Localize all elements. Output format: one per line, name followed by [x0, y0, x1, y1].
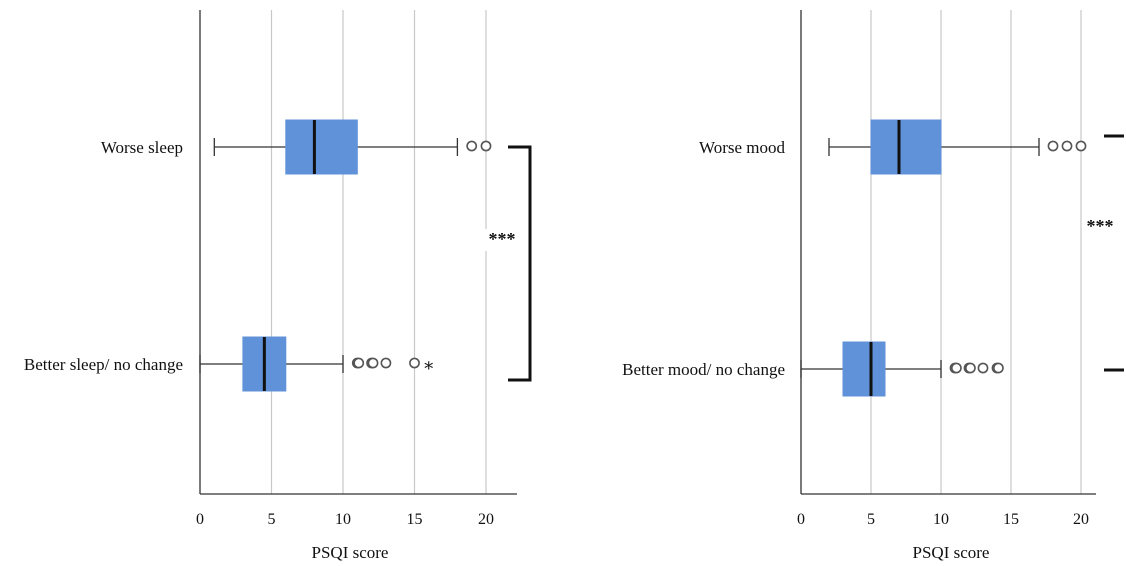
category-label: Better mood/ no change — [622, 360, 785, 379]
outlier-point — [466, 140, 478, 152]
significance-label: *** — [489, 229, 516, 249]
significance-label: *** — [1087, 216, 1114, 236]
x-tick-label: 0 — [797, 511, 805, 528]
category-label: Better sleep/ no change — [24, 355, 183, 374]
category-label: Worse sleep — [101, 138, 183, 157]
significance-label-bg — [484, 229, 520, 251]
outlier-point — [409, 357, 420, 369]
x-axis-label: PSQI score — [312, 543, 389, 562]
extreme-outlier-point: ∗ — [423, 355, 435, 375]
x-tick-label: 0 — [196, 511, 204, 528]
x-tick-label: 5 — [867, 511, 875, 528]
outlier-point — [1047, 140, 1059, 152]
significance-label-bg — [1082, 216, 1118, 238]
category-label: Worse mood — [699, 138, 785, 157]
x-tick-label: 15 — [1003, 511, 1019, 528]
outlier-point — [977, 362, 989, 374]
chart-panel-sleep: 0 5 10 15 20 PSQI score Worse sleep Better slee… — [24, 10, 532, 562]
outlier-point — [367, 357, 379, 369]
outlier-point — [951, 362, 962, 374]
x-tick-label: 10 — [933, 511, 949, 528]
outlier-point — [1061, 140, 1073, 152]
significance-bracket — [508, 145, 532, 382]
x-tick-label: 15 — [407, 511, 423, 528]
outlier-point — [353, 357, 365, 369]
iqr-box — [842, 341, 886, 397]
chart-panel-mood: 0 5 10 15 20 PSQI score Worse mood Better mood/… — [622, 10, 1124, 562]
outlier-point — [965, 362, 976, 374]
x-axis-label: PSQI score — [913, 543, 990, 562]
x-tick-label: 10 — [335, 511, 351, 528]
x-tick-label: 5 — [268, 511, 276, 528]
outlier-point — [1075, 140, 1087, 152]
iqr-box — [870, 119, 942, 175]
x-tick-label: 20 — [478, 511, 494, 528]
outlier-point — [380, 357, 392, 369]
outlier-point — [480, 140, 492, 152]
x-tick-label: 20 — [1073, 511, 1089, 528]
iqr-box — [285, 119, 358, 175]
outlier-point — [993, 362, 1004, 374]
